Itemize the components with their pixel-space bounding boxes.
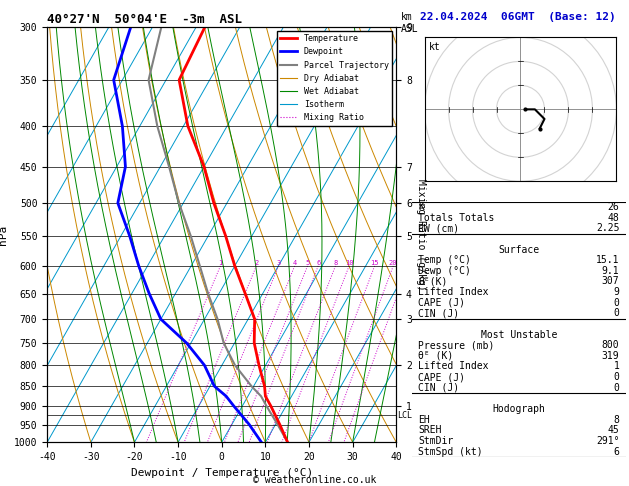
- Text: θᴱ(K): θᴱ(K): [418, 277, 448, 286]
- Text: 0: 0: [613, 298, 620, 308]
- Text: StmDir: StmDir: [418, 436, 454, 446]
- Text: CIN (J): CIN (J): [418, 383, 460, 393]
- Text: CAPE (J): CAPE (J): [418, 372, 465, 382]
- Text: K: K: [418, 202, 425, 212]
- Text: Most Unstable: Most Unstable: [481, 330, 557, 340]
- Text: 8: 8: [333, 260, 338, 266]
- Text: 22.04.2024  06GMT  (Base: 12): 22.04.2024 06GMT (Base: 12): [420, 12, 616, 22]
- Text: 0: 0: [613, 383, 620, 393]
- Text: 6: 6: [316, 260, 320, 266]
- Text: 26: 26: [608, 202, 620, 212]
- Text: StmSpd (kt): StmSpd (kt): [418, 447, 483, 456]
- Text: 15.1: 15.1: [596, 255, 620, 265]
- Text: Pressure (mb): Pressure (mb): [418, 340, 495, 350]
- Text: 1: 1: [613, 362, 620, 371]
- Text: 15: 15: [370, 260, 379, 266]
- Text: Lifted Index: Lifted Index: [418, 362, 489, 371]
- Text: 20: 20: [389, 260, 398, 266]
- Text: 10: 10: [345, 260, 353, 266]
- Text: LCL: LCL: [398, 411, 413, 420]
- X-axis label: Dewpoint / Temperature (°C): Dewpoint / Temperature (°C): [131, 468, 313, 478]
- Text: Surface: Surface: [498, 244, 540, 255]
- Text: Totals Totals: Totals Totals: [418, 213, 495, 223]
- Text: PW (cm): PW (cm): [418, 223, 460, 233]
- Legend: Temperature, Dewpoint, Parcel Trajectory, Dry Adiabat, Wet Adiabat, Isotherm, Mi: Temperature, Dewpoint, Parcel Trajectory…: [277, 31, 392, 125]
- Text: kt: kt: [428, 42, 440, 52]
- Text: 3: 3: [276, 260, 281, 266]
- Text: CIN (J): CIN (J): [418, 308, 460, 318]
- Text: 291°: 291°: [596, 436, 620, 446]
- Text: 307: 307: [602, 277, 620, 286]
- Text: © weatheronline.co.uk: © weatheronline.co.uk: [253, 475, 376, 485]
- Text: 0: 0: [613, 372, 620, 382]
- Text: 0: 0: [613, 308, 620, 318]
- Text: 45: 45: [608, 425, 620, 435]
- Text: Dewp (°C): Dewp (°C): [418, 266, 471, 276]
- Text: 4: 4: [292, 260, 297, 266]
- Text: 800: 800: [602, 340, 620, 350]
- Text: 319: 319: [602, 351, 620, 361]
- Text: Hodograph: Hodograph: [493, 404, 545, 414]
- Text: 2.25: 2.25: [596, 223, 620, 233]
- Text: km
ASL: km ASL: [401, 12, 418, 34]
- Text: 2: 2: [254, 260, 259, 266]
- Text: SREH: SREH: [418, 425, 442, 435]
- Text: Temp (°C): Temp (°C): [418, 255, 471, 265]
- Text: 40°27'N  50°04'E  -3m  ASL: 40°27'N 50°04'E -3m ASL: [47, 13, 242, 26]
- Text: θᴱ (K): θᴱ (K): [418, 351, 454, 361]
- Text: 8: 8: [613, 415, 620, 425]
- Text: CAPE (J): CAPE (J): [418, 298, 465, 308]
- Text: 9.1: 9.1: [602, 266, 620, 276]
- Text: 48: 48: [608, 213, 620, 223]
- Y-axis label: hPa: hPa: [0, 225, 8, 244]
- Text: Lifted Index: Lifted Index: [418, 287, 489, 297]
- Text: 5: 5: [305, 260, 309, 266]
- Text: EH: EH: [418, 415, 430, 425]
- Text: 9: 9: [613, 287, 620, 297]
- Text: 1: 1: [218, 260, 223, 266]
- Text: 6: 6: [613, 447, 620, 456]
- Y-axis label: Mixing Ratio (g/kg): Mixing Ratio (g/kg): [416, 179, 426, 290]
